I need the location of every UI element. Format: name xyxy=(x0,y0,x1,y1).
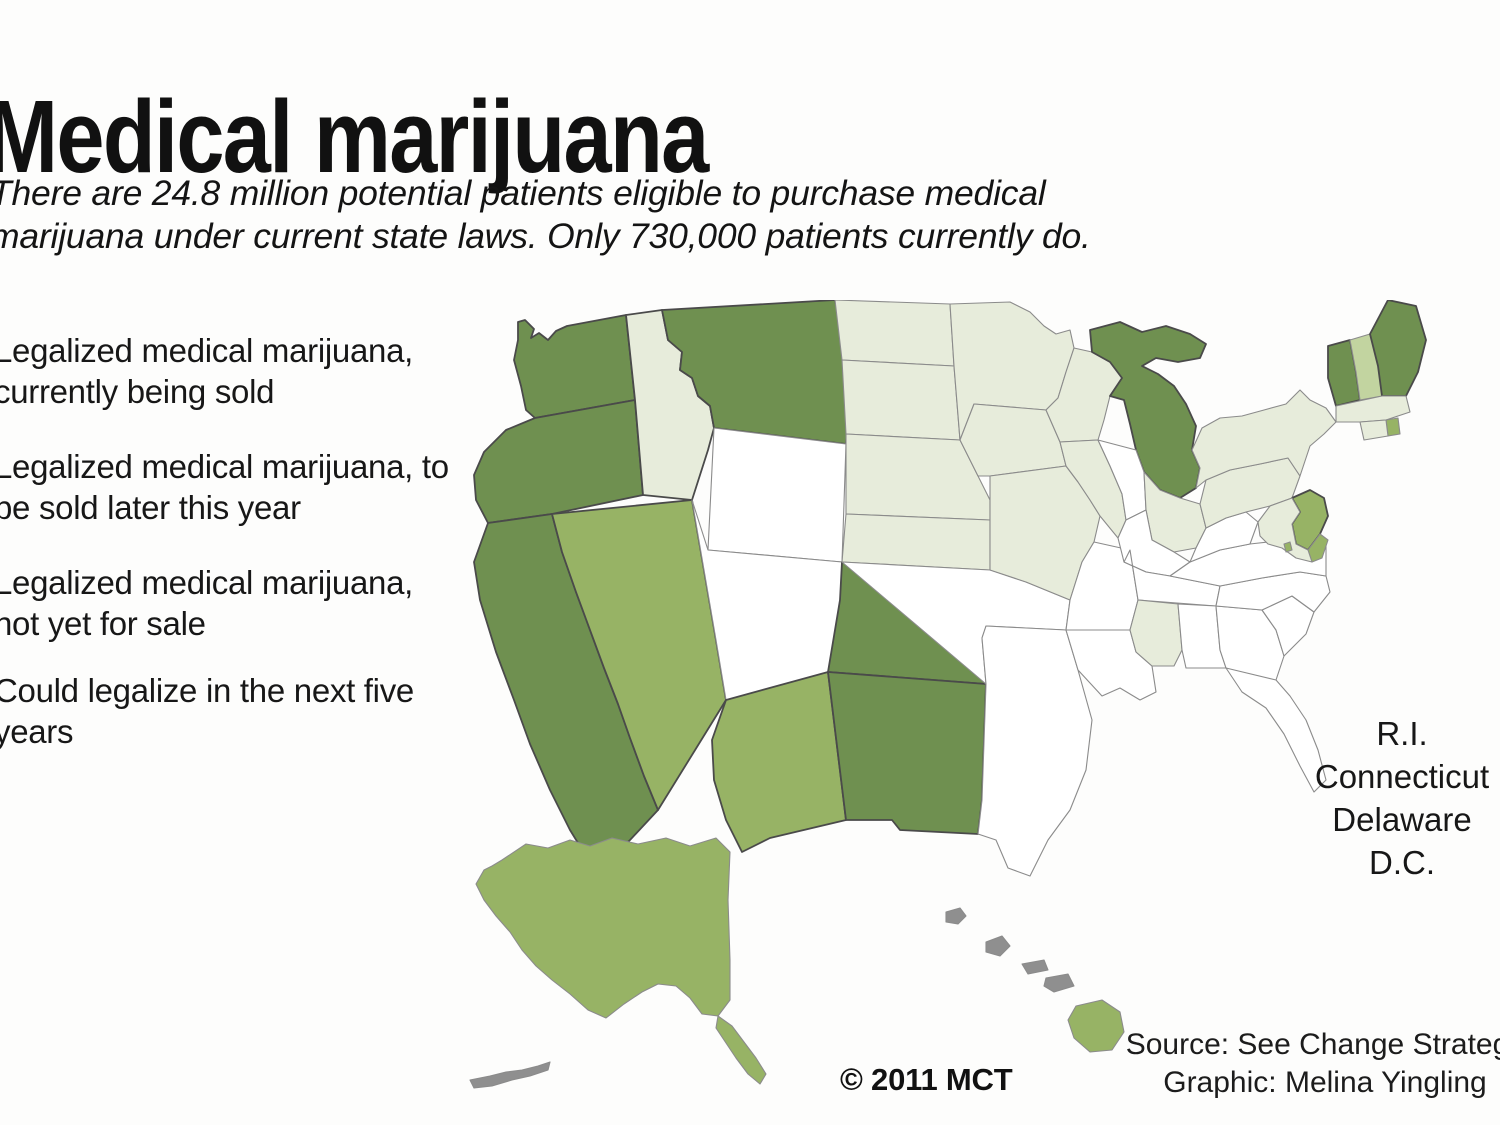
state-CT xyxy=(1359,419,1389,441)
legend-item-currently-sold: Legalized medical marijuana, currently b… xyxy=(0,330,480,412)
legend-label: Legalized medical marijuana, to be sold … xyxy=(0,448,449,526)
state-KS xyxy=(841,513,991,571)
state-NM xyxy=(827,671,987,835)
us-choropleth-map xyxy=(430,300,1500,1100)
state-MI xyxy=(1089,321,1207,499)
deck-line-1: There are 24.8 million potential patient… xyxy=(0,173,1046,213)
east-state-callout-labels: R.I. Connecticut Delaware D.C. xyxy=(1252,712,1500,884)
state-NY xyxy=(1191,389,1337,489)
legend-item-could-legalize: Could legalize in the next five years xyxy=(0,670,480,752)
state-AK xyxy=(475,837,731,1019)
state-HI-oahu xyxy=(985,935,1011,957)
state-AK-aleutians xyxy=(469,1061,551,1089)
page-title: Medical marijuana xyxy=(0,79,709,194)
legend-label: Legalized medical marijuana, currently b… xyxy=(0,332,414,410)
callout-label-connecticut: Connecticut xyxy=(1314,758,1490,795)
state-AZ xyxy=(711,671,847,853)
legend-item-not-for-sale: Legalized medical marijuana, not yet for… xyxy=(0,562,480,644)
state-HI-maui xyxy=(1043,973,1075,993)
state-HI-bigisland xyxy=(1067,999,1125,1053)
deck-text: There are 24.8 million potential patient… xyxy=(0,172,1500,258)
copyright-notice: © 2011 MCT xyxy=(840,1062,1013,1097)
legend-item-sold-later: Legalized medical marijuana, to be sold … xyxy=(0,446,480,528)
callout-label-delaware: Delaware xyxy=(1332,801,1472,838)
state-WA xyxy=(513,314,636,419)
source-credits: Source: See Change Strategy Graphic: Mel… xyxy=(1090,1026,1500,1102)
state-HI-molokai xyxy=(1021,959,1049,975)
map-legend: Legalized medical marijuana, currently b… xyxy=(0,330,480,778)
deck-line-2: marijuana under current state laws. Only… xyxy=(0,216,1091,256)
state-MS xyxy=(1129,599,1183,667)
state-MA xyxy=(1335,395,1411,423)
state-DC xyxy=(1283,541,1293,553)
graphic-credit-line: Graphic: Melina Yingling xyxy=(1163,1066,1487,1099)
legend-label: Legalized medical marijuana, not yet for… xyxy=(0,564,414,642)
state-SD xyxy=(841,359,961,441)
state-ME xyxy=(1369,300,1427,397)
state-OR xyxy=(473,399,644,524)
source-line: Source: See Change Strategy xyxy=(1125,1028,1500,1061)
legend-label: Could legalize in the next five years xyxy=(0,672,414,750)
state-FL xyxy=(1225,667,1327,793)
state-ND xyxy=(834,300,955,367)
state-HI-kauai xyxy=(945,907,967,925)
callout-label-ri: R.I. xyxy=(1376,715,1428,752)
state-MD xyxy=(1257,497,1313,563)
callout-label-dc: D.C. xyxy=(1369,844,1435,881)
state-TX xyxy=(977,625,1093,877)
state-AK-panhandle xyxy=(715,1015,767,1085)
state-WY xyxy=(707,427,847,563)
